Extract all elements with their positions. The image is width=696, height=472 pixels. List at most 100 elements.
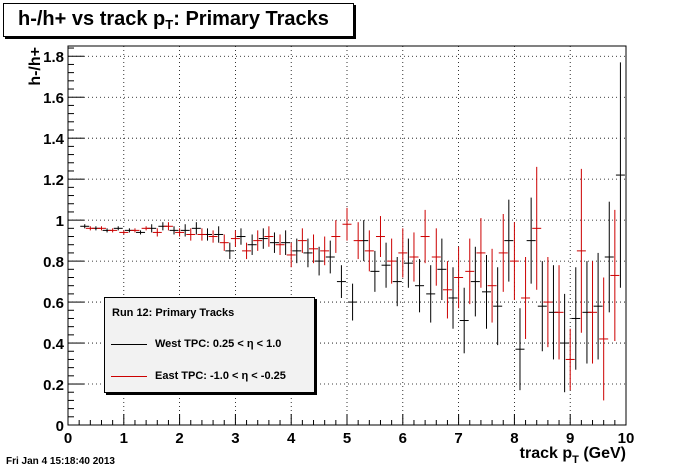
x-axis-label-sub: T [572,454,579,466]
legend-east-prefix: East TPC: -1.0 < [155,370,242,382]
data-point-west [80,224,90,229]
y-tick-label: 1.8 [43,49,64,66]
data-point-west [292,238,302,264]
x-tick-label: 9 [566,430,574,447]
data-point-east [208,230,218,243]
y-tick-label: 0 [56,418,64,435]
timestamp-footer: Fri Jan 4 15:18:40 2013 [6,456,115,467]
x-tick-label: 10 [618,430,635,447]
y-tick-label: 1.6 [43,90,64,107]
data-point-west [136,230,146,235]
data-point-west [470,246,480,317]
data-point-west [560,293,570,393]
data-point-east [375,216,385,258]
data-point-east [264,226,274,247]
legend-swatch-west [111,344,147,345]
data-point-east [565,328,575,391]
data-point-east [342,207,352,241]
data-point-east [599,277,609,401]
data-point-east [331,220,341,253]
data-point-east [85,226,95,231]
data-point-west [258,228,268,249]
data-point-east [476,218,486,288]
data-point-west [303,238,313,268]
data-point-west [281,230,291,255]
legend: Run 12: Primary Tracks West TPC: 0.25 < … [104,297,315,393]
data-point-east [521,257,531,339]
data-point-west [180,224,190,237]
data-point-west [225,242,235,260]
data-point-east [509,222,519,301]
series-west-tpc [80,62,625,393]
data-point-east [364,230,374,272]
y-tick-label: 1.4 [43,131,65,148]
x-axis-label: track pT (GeV) [520,445,626,466]
x-tick-label: 8 [510,430,518,447]
data-point-west [415,259,425,313]
series-east-tpc [85,166,620,401]
legend-label-west: West TPC: 0.25 < η < 1.0 [155,337,281,351]
data-point-west [314,246,324,276]
x-tick-label: 0 [64,430,72,447]
data-point-east [297,228,307,253]
data-point-east [108,228,118,233]
data-point-east [588,261,598,364]
title-suffix: : Primary Tracks [173,8,329,30]
x-tick-label: 4 [287,430,296,447]
y-tick-label: 0.8 [43,254,64,271]
data-point-west [214,226,224,243]
data-point-east [409,232,419,282]
x-tick-label: 2 [175,430,183,447]
data-point-east [465,238,475,305]
data-point-east [186,228,196,241]
legend-entry-east: East TPC: -1.0 < η < -0.25 [111,369,311,383]
data-point-west [392,257,402,307]
data-point-east [141,226,151,231]
legend-east-suffix: < -0.25 [248,370,286,382]
legend-west-suffix: < 1.0 [253,338,282,350]
data-point-east [197,228,207,241]
data-point-west [571,267,581,370]
legend-west-prefix: West TPC: 0.25 < [155,338,247,350]
data-point-west [593,252,603,360]
title-prefix: h-/h+ vs track p [18,8,166,30]
data-point-east [543,257,553,348]
data-point-east [576,168,586,333]
data-point-east [420,209,430,264]
x-axis-label-unit: (GeV) [579,445,626,462]
data-point-east [353,222,363,260]
y-tick-label: 0.2 [43,377,64,394]
data-point-west [370,250,380,292]
y-tick-label: 0.4 [43,336,65,353]
data-point-east [431,228,441,286]
data-point-west [236,228,246,245]
data-point-east [554,265,564,360]
data-point-west [113,226,123,231]
y-axis-label: h-/h+ [27,47,44,86]
x-tick-label: 3 [231,430,239,447]
x-axis-label-main: track p [520,445,573,462]
data-point-east [175,228,185,237]
x-tick-label: 6 [399,430,407,447]
legend-west-symbol: η [246,338,254,350]
data-point-west [169,226,179,235]
data-point-west [448,267,458,329]
data-point-west [526,197,536,284]
data-point-west [604,201,614,313]
data-point-east [387,238,397,284]
data-point-west [336,265,346,298]
data-point-west [269,232,279,253]
x-tick-label: 7 [454,430,462,447]
data-point-west [493,267,503,346]
legend-label-east: East TPC: -1.0 < η < -0.25 [155,369,286,383]
data-point-west [381,242,391,288]
legend-header: Run 12: Primary Tracks [112,307,235,319]
data-point-east [253,230,263,251]
data-point-east [219,234,229,251]
data-point-west [437,238,447,301]
data-point-west [191,222,201,235]
data-point-east [442,261,452,319]
data-point-east [96,226,106,231]
data-point-east [398,228,408,278]
